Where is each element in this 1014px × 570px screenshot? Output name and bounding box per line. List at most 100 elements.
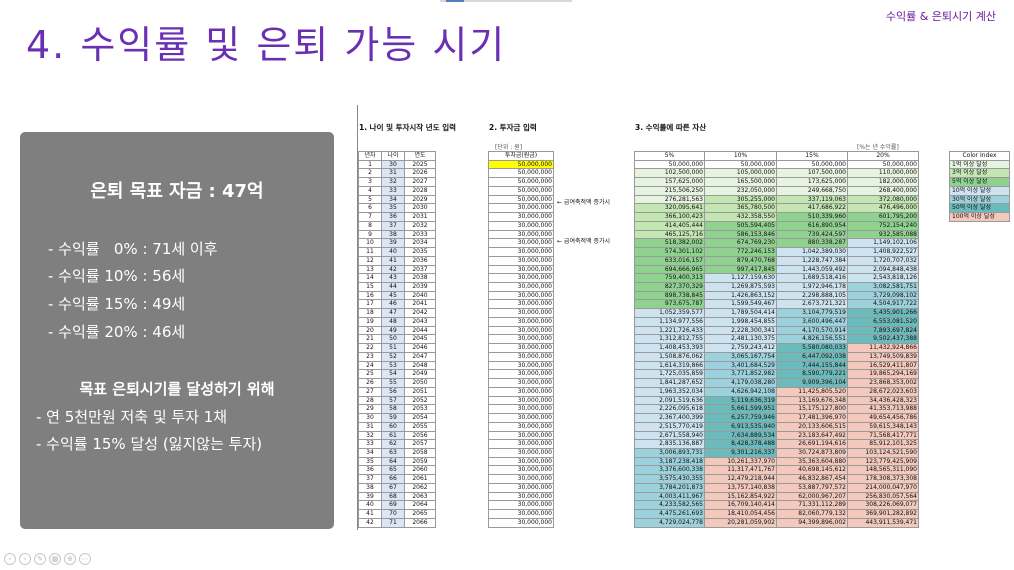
asset-cell: 601,795,200 [847, 212, 919, 222]
investment-cell: 50,000,000 [488, 168, 554, 179]
asset-cell: 23,183,647,492 [776, 430, 848, 441]
table-row: 30,000,000 [488, 264, 554, 275]
investment-cell: 30,000,000 [488, 351, 554, 362]
asset-cell: 694,666,965 [634, 264, 705, 275]
age-cell: 41 [381, 255, 405, 266]
plan-bullet: - 연 5천만원 저축 및 투자 1채 [36, 408, 228, 426]
year-cell: 26 [358, 378, 382, 388]
year-cell: 23 [358, 351, 382, 362]
grid-icon[interactable]: ▦ [49, 553, 61, 565]
table-row: 30,000,000 [488, 430, 554, 441]
year-cell: 13 [358, 264, 382, 275]
table-row: 276,281,563 305,255,000 337,119,063 372,080… [634, 194, 919, 205]
calendar-year-cell: 2051 [404, 386, 436, 397]
calendar-year-cell: 2035 [404, 247, 436, 257]
investment-cell: 30,000,000 [488, 238, 554, 249]
table-row: 13 42 2037 [358, 264, 436, 275]
table-row: 30,000,000 [488, 482, 554, 493]
asset-cell: 633,016,157 [634, 255, 705, 266]
year-cell: 41 [358, 509, 382, 519]
table-row: 50,000,000 [488, 185, 554, 196]
legend-item: 3억 이상 달성 [949, 168, 1010, 179]
column-header: 20% [847, 151, 919, 161]
asset-cell: 1,312,812,755 [634, 334, 705, 345]
asset-cell: 103,124,521,590 [847, 447, 919, 458]
asset-cell: 11,425,805,520 [776, 386, 848, 397]
investment-cell: 30,000,000 [488, 229, 554, 240]
table-row: 2,367,400,399 6,257,759,946 17,481,396,970… [634, 413, 919, 423]
year-cell: 35 [358, 456, 382, 467]
asset-cell: 759,400,313 [634, 273, 705, 284]
table-row: 827,370,329 1,269,875,593 1,972,946,178 3,0… [634, 282, 919, 292]
asset-cell: 366,100,423 [634, 212, 705, 222]
table-row: 1,963,352,034 4,626,942,108 11,425,805,520… [634, 386, 919, 397]
age-cell: 70 [381, 509, 405, 519]
investment-cell: 30,000,000 [488, 316, 554, 327]
pen-icon[interactable]: ✎ [34, 553, 46, 565]
table-row: 1,221,726,433 2,228,300,341 4,170,570,914 7… [634, 325, 919, 336]
table-row: 30,000,000 [488, 212, 554, 222]
age-cell: 71 [381, 517, 405, 528]
asset-cell: 898,738,845 [634, 290, 705, 301]
table-header-row: 년차 나이 연도 [358, 151, 436, 161]
age-cell: 49 [381, 325, 405, 336]
age-cell: 48 [381, 316, 405, 327]
asset-cell: 518,382,002 [634, 238, 705, 249]
asset-cell: 1,789,504,414 [704, 308, 777, 318]
table-row: 30,000,000 [488, 282, 554, 292]
table-row: 50,000,000 [488, 159, 554, 170]
asset-cell: 616,890,954 [776, 220, 848, 231]
asset-cell: 1,725,035,859 [634, 369, 705, 380]
age-cell: 47 [381, 308, 405, 318]
calendar-year-cell: 2057 [404, 439, 436, 449]
table-row: 3,784,201,873 13,757,140,838 53,887,797,57… [634, 482, 919, 493]
next-icon[interactable]: › [19, 553, 31, 565]
page-title: 4. 수익률 및 은퇴 가능 시기 [26, 23, 507, 67]
table-row: 30,000,000 [488, 378, 554, 388]
year-cell: 33 [358, 439, 382, 449]
investment-cell: 30,000,000 [488, 386, 554, 397]
asset-cell: 123,779,425,909 [847, 456, 919, 467]
year-cell: 32 [358, 430, 382, 441]
corner-label: 수익률 & 은퇴시기 계산 [885, 10, 996, 23]
table-row: 10 39 2034 [358, 238, 436, 249]
age-cell: 66 [381, 474, 405, 484]
table-row: 1,508,876,062 3,065,167,754 6,447,092,038 1… [634, 351, 919, 362]
age-cell: 57 [381, 395, 405, 406]
asset-cell: 3,082,581,751 [847, 282, 919, 292]
investment-cell: 50,000,000 [488, 194, 554, 205]
asset-cell: 476,496,000 [847, 203, 919, 214]
prev-icon[interactable]: ‹ [4, 553, 16, 565]
section3-title: 3. 수익률에 따른 자산 [635, 123, 707, 132]
asset-cell: 249,668,750 [776, 185, 848, 196]
table-row: 4 33 2028 [358, 185, 436, 196]
legend-row: 5억 이상 달성 [949, 177, 1010, 187]
asset-cell: 510,339,960 [776, 212, 848, 222]
age-cell: 65 [381, 465, 405, 476]
asset-cell: 8,590,779,221 [776, 369, 848, 380]
table-row: 11 40 2035 [358, 247, 436, 257]
zoom-icon[interactable]: ⊕ [64, 553, 76, 565]
asset-cell: 13,169,676,348 [776, 395, 848, 406]
table-row: 30,000,000 [488, 369, 554, 380]
more-icon[interactable]: ⋯ [79, 553, 91, 565]
asset-cell: 94,399,896,002 [776, 517, 848, 528]
asset-cell: 2,226,095,618 [634, 404, 705, 415]
asset-cell: 23,868,353,002 [847, 378, 919, 388]
calendar-year-cell: 2050 [404, 378, 436, 388]
year-cell: 29 [358, 404, 382, 415]
asset-cell: 1,963,352,034 [634, 386, 705, 397]
legend-row: 10억 이상 달성 [949, 185, 1010, 196]
table-row: 1,408,453,393 2,759,243,412 5,580,080,033 1… [634, 343, 919, 353]
asset-cell: 13,749,509,839 [847, 351, 919, 362]
asset-cell: 107,500,000 [776, 168, 848, 179]
investment-cell: 30,000,000 [488, 264, 554, 275]
table-row: 3,575,430,355 12,479,218,944 46,832,867,45… [634, 474, 919, 484]
table-row: 633,016,157 879,470,768 1,228,747,384 1,720… [634, 255, 919, 266]
asset-cell: 214,000,047,970 [847, 482, 919, 493]
table-row: 30,000,000 [488, 413, 554, 423]
table-row: 22 51 2046 [358, 343, 436, 353]
asset-cell: 1,689,518,416 [776, 273, 848, 284]
table-row: 1 30 2025 [358, 159, 436, 170]
asset-cell: 35,363,604,880 [776, 456, 848, 467]
